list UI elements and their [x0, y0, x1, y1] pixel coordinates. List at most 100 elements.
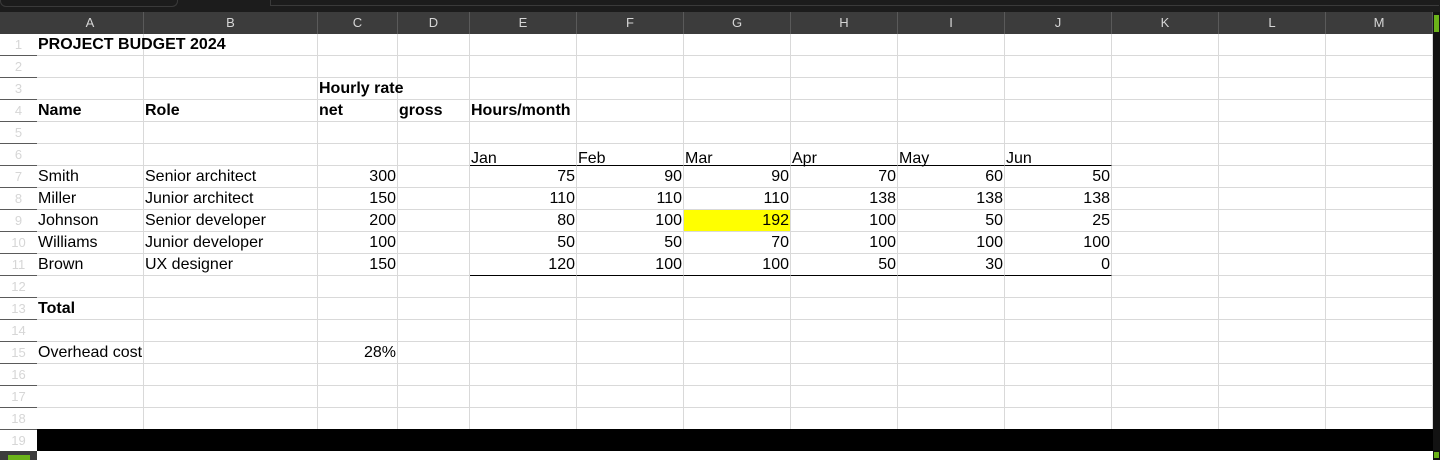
column-header-b[interactable]: B: [144, 12, 318, 34]
net-header[interactable]: net: [318, 100, 398, 122]
hours-cell[interactable]: 110: [577, 188, 684, 210]
hours-cell[interactable]: 100: [1005, 232, 1112, 254]
row-header-2[interactable]: 2: [0, 56, 37, 78]
column-header-e[interactable]: E: [470, 12, 577, 34]
empty-cell[interactable]: [1219, 100, 1326, 122]
empty-cell[interactable]: [1326, 210, 1433, 232]
hours-cell[interactable]: 80: [470, 210, 577, 232]
empty-cell[interactable]: [684, 56, 791, 78]
empty-cell[interactable]: [318, 122, 398, 144]
empty-cell[interactable]: [398, 364, 470, 386]
empty-cell[interactable]: [1326, 56, 1433, 78]
empty-cell[interactable]: [684, 100, 791, 122]
empty-cell[interactable]: [1112, 276, 1219, 298]
empty-cell[interactable]: [398, 144, 470, 166]
row-header-16[interactable]: 16: [0, 364, 37, 386]
empty-cell[interactable]: [470, 34, 577, 56]
empty-cell[interactable]: [470, 122, 577, 144]
empty-cell[interactable]: [1326, 298, 1433, 320]
empty-cell[interactable]: [398, 188, 470, 210]
empty-cell[interactable]: [1219, 188, 1326, 210]
empty-cell[interactable]: [398, 34, 470, 56]
empty-cell[interactable]: [144, 122, 318, 144]
empty-cell[interactable]: [1326, 122, 1433, 144]
hours-cell[interactable]: 120: [470, 254, 577, 276]
empty-cell[interactable]: [37, 408, 144, 430]
empty-cell[interactable]: [791, 122, 898, 144]
hours-cell[interactable]: 50: [1005, 166, 1112, 188]
empty-cell[interactable]: [1112, 232, 1219, 254]
empty-cell[interactable]: [684, 320, 791, 342]
empty-cell[interactable]: [1326, 342, 1433, 364]
empty-cell[interactable]: [1005, 78, 1112, 100]
empty-cell[interactable]: [1326, 78, 1433, 100]
month-header-apr[interactable]: Apr: [791, 144, 898, 167]
empty-cell[interactable]: [1005, 408, 1112, 430]
hours-cell[interactable]: 50: [470, 232, 577, 254]
empty-cell[interactable]: [577, 364, 684, 386]
row-header-13[interactable]: 13: [0, 298, 37, 320]
row-header-4[interactable]: 4: [0, 100, 37, 122]
hours-cell[interactable]: 50: [577, 232, 684, 254]
empty-cell[interactable]: [318, 408, 398, 430]
empty-cell[interactable]: [577, 342, 684, 364]
hours-cell[interactable]: 192: [684, 210, 791, 232]
empty-cell[interactable]: [1112, 408, 1219, 430]
empty-cell[interactable]: [577, 386, 684, 408]
empty-cell[interactable]: [470, 320, 577, 342]
empty-cell[interactable]: [398, 56, 470, 78]
empty-cell[interactable]: [144, 276, 318, 298]
empty-cell[interactable]: [398, 298, 470, 320]
person-name[interactable]: Brown: [37, 254, 144, 276]
empty-cell[interactable]: [1112, 320, 1219, 342]
hours-cell[interactable]: 90: [577, 166, 684, 188]
hours-header[interactable]: Hours/month: [470, 100, 577, 122]
person-role[interactable]: UX designer: [144, 254, 318, 276]
row-header-9[interactable]: 9: [0, 210, 37, 232]
empty-cell[interactable]: [470, 386, 577, 408]
person-name[interactable]: Johnson: [37, 210, 144, 232]
column-header-i[interactable]: I: [898, 12, 1005, 34]
row-header-8[interactable]: 8: [0, 188, 37, 210]
empty-cell[interactable]: [791, 364, 898, 386]
role-header[interactable]: Role: [144, 100, 318, 122]
empty-cell[interactable]: [144, 34, 318, 56]
empty-cell[interactable]: [1112, 78, 1219, 100]
empty-cell[interactable]: [684, 122, 791, 144]
empty-cell[interactable]: [1005, 100, 1112, 122]
empty-cell[interactable]: [684, 276, 791, 298]
empty-cell[interactable]: [470, 364, 577, 386]
empty-cell[interactable]: [791, 342, 898, 364]
empty-cell[interactable]: [898, 276, 1005, 298]
empty-cell[interactable]: [577, 408, 684, 430]
empty-cell[interactable]: [577, 298, 684, 320]
empty-cell[interactable]: [791, 56, 898, 78]
person-name[interactable]: Smith: [37, 166, 144, 188]
total-label[interactable]: Total: [37, 298, 144, 320]
row-header-17[interactable]: 17: [0, 386, 37, 408]
column-header-c[interactable]: C: [318, 12, 398, 34]
empty-cell[interactable]: [37, 122, 144, 144]
empty-cell[interactable]: [791, 320, 898, 342]
empty-cell[interactable]: [1005, 320, 1112, 342]
gross-header[interactable]: gross: [398, 100, 470, 122]
empty-cell[interactable]: [1112, 298, 1219, 320]
month-header-feb[interactable]: Feb: [577, 144, 684, 167]
name-box[interactable]: [0, 0, 178, 7]
empty-cell[interactable]: [318, 56, 398, 78]
hours-cell[interactable]: 90: [684, 166, 791, 188]
formula-bar[interactable]: [270, 0, 1439, 6]
row-header-5[interactable]: 5: [0, 122, 37, 144]
empty-cell[interactable]: [577, 276, 684, 298]
empty-cell[interactable]: [1219, 386, 1326, 408]
empty-cell[interactable]: [37, 364, 144, 386]
empty-cell[interactable]: [1005, 386, 1112, 408]
empty-cell[interactable]: [1219, 276, 1326, 298]
empty-cell[interactable]: [470, 276, 577, 298]
empty-cell[interactable]: [1219, 232, 1326, 254]
person-net-rate[interactable]: 200: [318, 210, 398, 232]
column-header-a[interactable]: A: [37, 12, 144, 34]
empty-cell[interactable]: [398, 122, 470, 144]
empty-cell[interactable]: [1112, 166, 1219, 188]
row-header-15[interactable]: 15: [0, 342, 37, 364]
